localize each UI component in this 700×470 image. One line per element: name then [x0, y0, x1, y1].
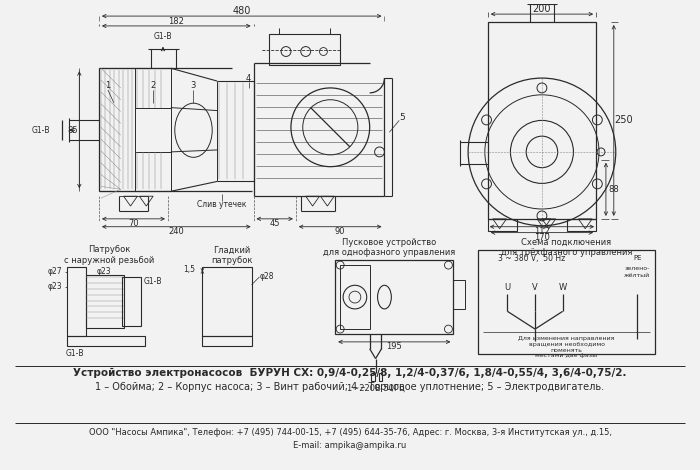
Bar	[66, 267, 86, 336]
Text: 195: 195	[386, 342, 402, 351]
Bar	[488, 22, 596, 219]
Text: 170: 170	[534, 233, 550, 242]
Text: 45: 45	[270, 219, 280, 228]
Text: зелено-: зелено-	[624, 266, 650, 271]
Text: 480: 480	[232, 6, 251, 16]
Text: G1-В: G1-В	[32, 126, 50, 135]
Text: 112: 112	[534, 227, 550, 236]
Text: Патрубок
с наружной резьбой: Патрубок с наружной резьбой	[64, 245, 154, 265]
Text: Устройство электронасосов  БУРУН СХ: 0,9/4-0,25/8, 1,2/4-0,37/6, 1,8/4-0,55/4, 3: Устройство электронасосов БУРУН СХ: 0,9/…	[74, 368, 626, 378]
Bar	[66, 336, 146, 346]
Text: Гладкий
патрубок: Гладкий патрубок	[211, 245, 253, 265]
Text: φ23: φ23	[97, 267, 111, 276]
Text: φ28: φ28	[260, 273, 274, 282]
Text: 1: 1	[105, 81, 111, 90]
Text: жёлтый: жёлтый	[624, 274, 650, 278]
Text: V: V	[532, 283, 538, 292]
Bar	[340, 265, 370, 329]
Bar	[488, 219, 517, 231]
Bar	[379, 373, 382, 381]
Text: 3 ~ 380 V,  50 Hz: 3 ~ 380 V, 50 Hz	[498, 254, 565, 263]
Text: 3: 3	[190, 81, 195, 90]
Text: Для изменения направления
вращения необходимо
поменять
местами две фазы: Для изменения направления вращения необх…	[519, 336, 615, 358]
Text: G1-В: G1-В	[154, 32, 172, 41]
Text: 70: 70	[128, 219, 139, 228]
Text: Пусковое устройство
для однофазного управления: Пусковое устройство для однофазного упра…	[323, 237, 456, 257]
Text: 250: 250	[615, 116, 633, 125]
Text: G1-В: G1-В	[65, 349, 84, 358]
Text: 1~220В 50Гц: 1~220В 50Гц	[346, 384, 405, 392]
Bar	[371, 373, 374, 381]
Bar	[86, 275, 124, 328]
Bar	[478, 251, 655, 354]
Text: 2: 2	[150, 81, 156, 90]
Text: 182: 182	[168, 16, 184, 25]
Text: U: U	[505, 283, 510, 292]
Text: 1,5: 1,5	[183, 265, 195, 274]
Text: φ27: φ27	[48, 267, 62, 276]
Text: 240: 240	[169, 227, 184, 236]
Text: 200: 200	[533, 4, 551, 14]
Text: Схема подключения
для трёхфазного управления: Схема подключения для трёхфазного управл…	[501, 237, 632, 257]
Text: 4: 4	[246, 74, 251, 83]
Text: 85: 85	[67, 126, 78, 135]
Text: G1-В: G1-В	[144, 277, 162, 286]
Text: 5: 5	[399, 113, 405, 122]
Text: 88: 88	[608, 185, 620, 194]
Text: 1 – Обойма; 2 – Корпус насоса; 3 – Винт рабочий; 4 – Торцовое уплотнение; 5 – Эл: 1 – Обойма; 2 – Корпус насоса; 3 – Винт …	[95, 382, 605, 392]
Bar	[270, 34, 340, 65]
Bar	[454, 280, 466, 309]
Text: Слив утечек: Слив утечек	[197, 200, 247, 209]
Text: ООО "Насосы Ампика", Телефон: +7 (495) 744-00-15, +7 (495) 644-35-76, Адрес: г. : ООО "Насосы Ампика", Телефон: +7 (495) 7…	[88, 428, 612, 437]
Text: φ23: φ23	[48, 282, 62, 291]
Bar	[566, 219, 596, 231]
Bar	[122, 277, 141, 326]
Text: 90: 90	[335, 227, 345, 236]
Text: E-mail: ampika@ampika.ru: E-mail: ampika@ampika.ru	[293, 441, 407, 450]
Bar	[202, 267, 251, 336]
Text: W: W	[559, 283, 567, 292]
Bar	[202, 336, 251, 346]
Text: PE: PE	[634, 255, 642, 261]
Bar	[335, 260, 454, 334]
